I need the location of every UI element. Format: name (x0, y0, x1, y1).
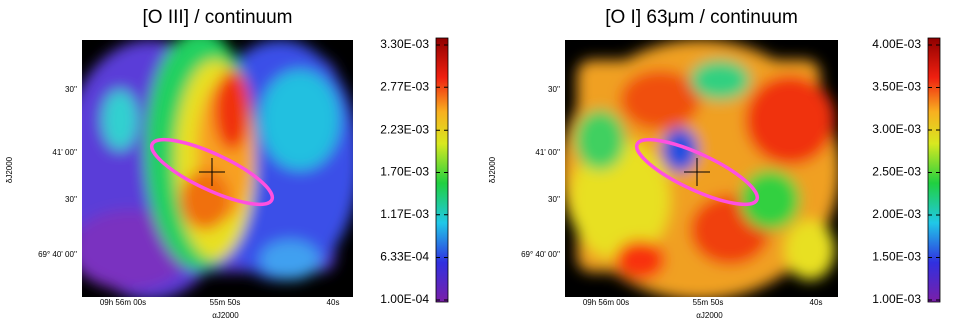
colorbar-tick-label: 6.33E-04 (380, 250, 429, 264)
colorbar-tick-label: 1.00E-03 (872, 292, 921, 306)
map-region (662, 128, 698, 172)
map-emission (82, 40, 353, 297)
map-image (82, 40, 353, 297)
x-tick-label: 09h 56m 00s (100, 298, 146, 307)
map-image (565, 40, 838, 297)
y-axis-label: δJ2000 (5, 156, 14, 183)
y-tick-label: 30'' (548, 195, 560, 204)
colorbar-tick-label: 1.17E-03 (380, 207, 429, 221)
chart-title: [O I] 63μm / continuum (605, 7, 798, 28)
y-tick-label: 30'' (65, 195, 77, 204)
y-axis-label: δJ2000 (488, 156, 497, 183)
colorbar-tick-label: 3.00E-03 (872, 122, 921, 136)
map-region (575, 110, 625, 170)
colorbar-tick-label: 3.50E-03 (872, 80, 921, 94)
x-tick-label: 55m 50s (210, 298, 241, 307)
y-tick-label: 69° 40' 00'' (38, 250, 77, 259)
map-region (214, 70, 250, 150)
aperture-ellipse (634, 137, 760, 207)
x-axis-label: αJ2000 (696, 311, 723, 320)
map-emission (565, 40, 838, 297)
chart-title: [O III] / continuum (143, 7, 293, 28)
map-region (785, 220, 835, 280)
colorbar-tick-label: 2.77E-03 (380, 79, 429, 93)
colorbar (435, 37, 449, 303)
colorbar-tick-label: 1.00E-04 (380, 292, 429, 306)
x-tick-label: 09h 56m 00s (583, 298, 629, 307)
colorbar (927, 37, 941, 303)
map-region (740, 170, 800, 230)
y-tick-label: 41' 00'' (52, 148, 77, 157)
y-tick-label: 41' 00'' (535, 148, 560, 157)
x-tick-label: 40s (327, 298, 340, 307)
x-tick-label: 40s (810, 298, 823, 307)
x-axis-label: αJ2000 (212, 311, 239, 320)
y-tick-label: 30'' (65, 85, 77, 94)
colorbar-tick-label: 2.00E-03 (872, 207, 921, 221)
colorbar-tick-label: 3.30E-03 (380, 37, 429, 51)
colorbar-tick-label: 1.50E-03 (872, 250, 921, 264)
map-region (570, 140, 670, 260)
colorbar-tick-label: 1.70E-03 (380, 165, 429, 179)
colorbar-tick-label: 2.50E-03 (872, 165, 921, 179)
map-region (260, 240, 320, 280)
map-region (102, 90, 138, 150)
map-region (620, 70, 700, 130)
y-tick-label: 69° 40' 00'' (521, 250, 560, 259)
map-region (260, 70, 340, 170)
y-tick-label: 30'' (548, 85, 560, 94)
map-region (690, 60, 750, 100)
colorbar-tick-label: 4.00E-03 (872, 37, 921, 51)
aperture-ellipse (149, 137, 275, 207)
map-region (615, 240, 665, 280)
map-region (180, 170, 230, 230)
colorbar-tick-label: 2.23E-03 (380, 122, 429, 136)
x-tick-label: 55m 50s (693, 298, 724, 307)
map-region (745, 75, 835, 165)
